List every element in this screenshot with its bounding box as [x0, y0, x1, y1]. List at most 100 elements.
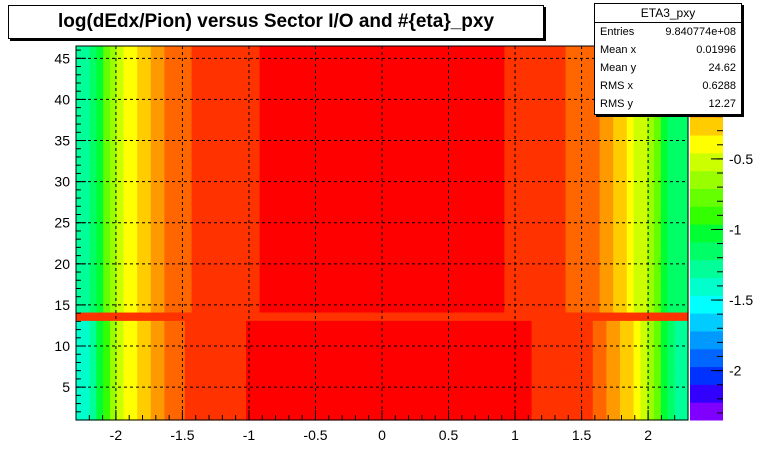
heatmap-cell — [198, 262, 206, 271]
heatmap-cell — [497, 220, 505, 230]
heatmap-cell — [157, 303, 165, 313]
heatmap-cell — [416, 212, 424, 222]
heatmap-cell — [293, 54, 301, 64]
heatmap-cell — [300, 287, 308, 296]
heatmap-cell — [198, 95, 206, 105]
heatmap-cell — [592, 278, 601, 288]
heatmap-cell — [504, 361, 512, 371]
heatmap-cell — [225, 220, 233, 230]
heatmap-cell — [239, 411, 247, 421]
heatmap-cell — [110, 311, 118, 321]
heatmap-cell — [579, 95, 587, 105]
heatmap-cell — [558, 46, 567, 55]
heatmap-cell — [130, 253, 138, 263]
heatmap-cell — [402, 195, 410, 205]
heatmap-cell — [150, 145, 159, 155]
heatmap-cell — [531, 79, 539, 89]
heatmap-cell — [116, 162, 125, 172]
heatmap-cell — [300, 220, 308, 230]
heatmap-cell — [524, 303, 533, 313]
heatmap-cell — [416, 104, 424, 114]
heatmap-cell — [198, 303, 206, 313]
heatmap-cell — [300, 228, 308, 238]
heatmap-cell — [586, 87, 594, 97]
heatmap-cell — [660, 178, 669, 188]
heatmap-cell — [157, 104, 165, 114]
heatmap-cell — [626, 187, 635, 197]
heatmap-cell — [640, 162, 648, 172]
heatmap-cell — [660, 328, 669, 338]
heatmap-cell — [592, 220, 601, 230]
heatmap-cell — [164, 386, 172, 396]
heatmap-cell — [191, 178, 199, 188]
heatmap-cell — [341, 370, 349, 380]
heatmap-cell — [470, 270, 478, 280]
heatmap-cell — [633, 154, 641, 163]
heatmap-cell — [368, 220, 376, 230]
heatmap-cell — [586, 245, 594, 255]
heatmap-cell — [654, 212, 662, 222]
heatmap-cell — [470, 370, 478, 380]
heatmap-cell — [660, 262, 669, 271]
heatmap-cell — [402, 403, 410, 413]
heatmap-cell — [218, 278, 227, 288]
heatmap-cell — [103, 361, 111, 371]
heatmap-cell — [538, 370, 546, 380]
heatmap-cell — [545, 62, 553, 72]
palette-swatch — [690, 206, 723, 225]
heatmap-cell — [504, 137, 512, 147]
heatmap-cell — [674, 270, 682, 280]
heatmap-cell — [606, 178, 614, 188]
heatmap-cell — [82, 295, 91, 305]
heatmap-cell — [103, 395, 111, 404]
heatmap-cell — [552, 203, 560, 213]
heatmap-cell — [647, 303, 655, 313]
heatmap-cell — [273, 178, 281, 188]
heatmap-cell — [300, 270, 308, 280]
heatmap-cell — [497, 212, 505, 222]
heatmap-cell — [599, 137, 607, 147]
heatmap-cell — [334, 403, 342, 413]
heatmap-cell — [443, 278, 451, 288]
heatmap-cell — [667, 237, 675, 247]
heatmap-cell — [416, 70, 424, 80]
z-tick-label: -1 — [729, 221, 742, 237]
heatmap-cell — [144, 170, 152, 180]
heatmap-cell — [565, 287, 573, 296]
heatmap-cell — [218, 178, 227, 188]
heatmap-cell — [164, 203, 172, 213]
heatmap-cell — [361, 162, 369, 172]
heatmap-cell — [76, 278, 84, 288]
heatmap-cell — [633, 129, 641, 139]
heatmap-cell — [341, 79, 349, 89]
heatmap-cell — [130, 403, 138, 413]
heatmap-cell — [239, 278, 247, 288]
heatmap-cell — [490, 170, 499, 180]
heatmap-cell — [89, 411, 97, 421]
heatmap-cell — [137, 187, 145, 197]
heatmap-cell — [259, 62, 267, 72]
heatmap-cell — [518, 262, 526, 271]
heatmap-cell — [212, 137, 220, 147]
heatmap-cell — [382, 395, 390, 404]
heatmap-cell — [96, 129, 104, 139]
heatmap-cell — [470, 195, 478, 205]
heatmap-cell — [252, 70, 261, 80]
heatmap-cell — [375, 311, 383, 321]
heatmap-cell — [280, 295, 288, 305]
heatmap-cell — [341, 120, 349, 130]
heatmap-cell — [171, 137, 179, 147]
heatmap-cell — [477, 137, 485, 147]
heatmap-cell — [667, 370, 675, 380]
heatmap-cell — [144, 129, 152, 139]
heatmap-cell — [382, 411, 390, 421]
heatmap-cell — [545, 336, 553, 346]
heatmap-cell — [341, 411, 349, 421]
heatmap-cell — [225, 187, 233, 197]
heatmap-cell — [164, 104, 172, 114]
heatmap-cell — [198, 270, 206, 280]
heatmap-cell — [531, 54, 539, 64]
heatmap-cell — [205, 62, 213, 72]
heatmap-cell — [490, 178, 499, 188]
heatmap-cell — [178, 203, 186, 213]
